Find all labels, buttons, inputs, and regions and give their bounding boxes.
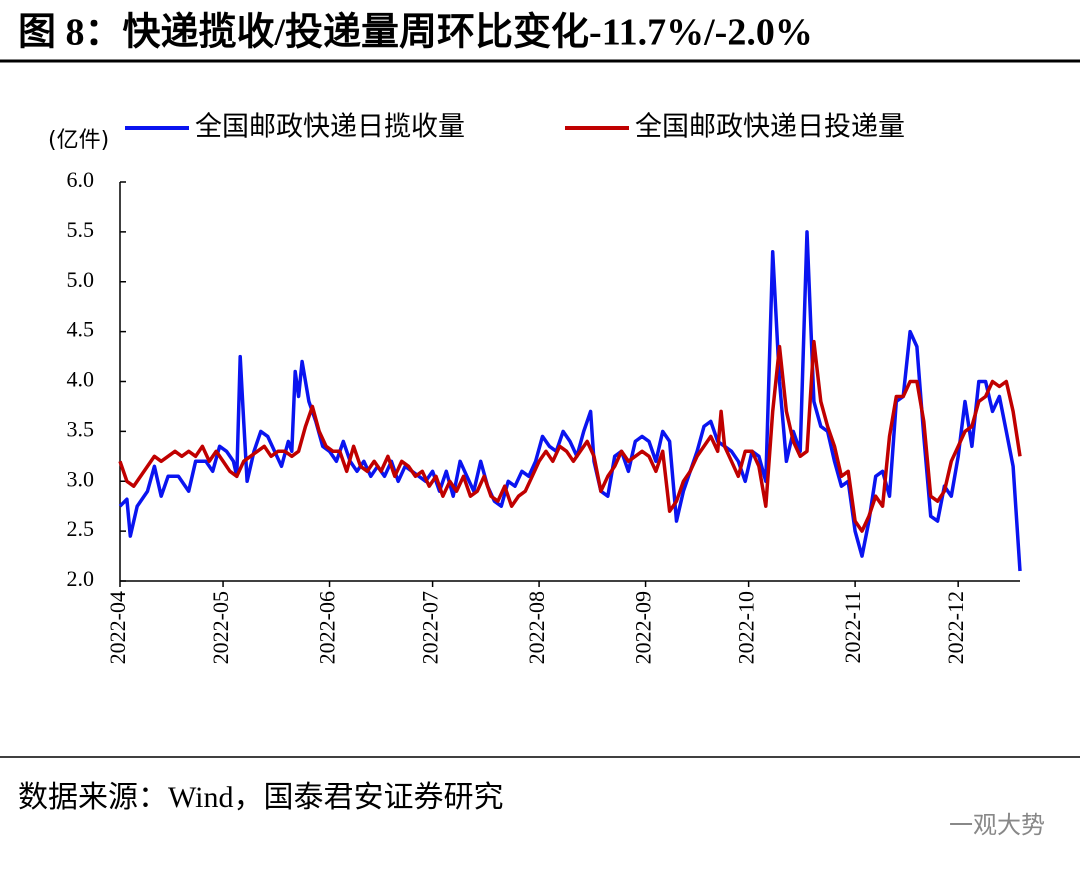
x-tick-label: 2022-12 <box>943 591 968 664</box>
y-tick-label: 5.0 <box>67 267 95 292</box>
series-line <box>118 339 1022 533</box>
x-tick-label: 2022-07 <box>418 591 443 664</box>
source: 数据来源：Wind，国泰君安证券研究 <box>18 781 503 814</box>
watermark: 一观大势 <box>949 811 1045 839</box>
x-tick-label: 2022-10 <box>734 591 759 664</box>
y-tick-label: 3.5 <box>67 416 95 441</box>
y-tick-label: 3.0 <box>67 466 95 491</box>
x-tick-label: 2022-08 <box>524 591 549 664</box>
y-tick-label: 5.5 <box>67 217 95 242</box>
chart-title: 图 8：快递揽收/投递量周环比变化-11.7%/-2.0% <box>18 12 813 54</box>
y-axis-label: (亿件) <box>48 128 109 153</box>
y-tick-label: 4.0 <box>67 367 95 392</box>
x-tick-label: 2022-05 <box>208 591 233 664</box>
y-tick-label: 2.5 <box>67 516 95 541</box>
series-line <box>118 230 1022 572</box>
y-tick-label: 6.0 <box>67 167 95 192</box>
x-tick-label: 2022-11 <box>840 591 865 664</box>
y-tick-label: 2.0 <box>67 566 95 591</box>
legend-label: 全国邮政快递日揽收量 <box>195 112 465 143</box>
legend-label: 全国邮政快递日投递量 <box>635 112 905 143</box>
x-tick-label: 2022-04 <box>105 591 130 664</box>
x-tick-label: 2022-06 <box>315 591 340 664</box>
y-tick-label: 4.5 <box>67 317 95 342</box>
x-tick-label: 2022-09 <box>631 591 656 664</box>
